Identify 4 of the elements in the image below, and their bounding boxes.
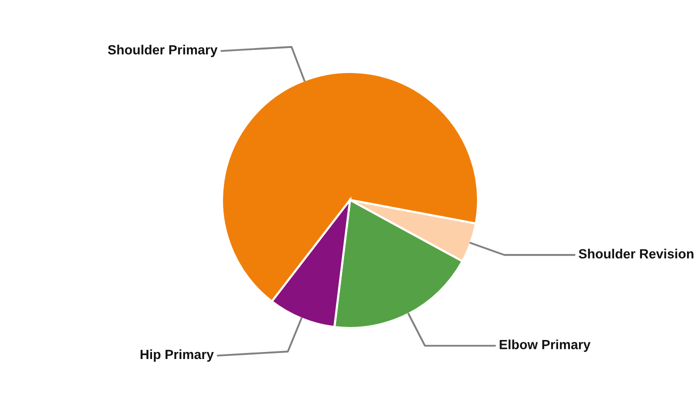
slice-label: Elbow Primary <box>500 340 590 352</box>
slice-label: Shoulder Revision <box>578 248 694 258</box>
slice-label: Hip Primary <box>140 349 214 362</box>
slice-label: Shoulder Primary <box>108 44 218 58</box>
